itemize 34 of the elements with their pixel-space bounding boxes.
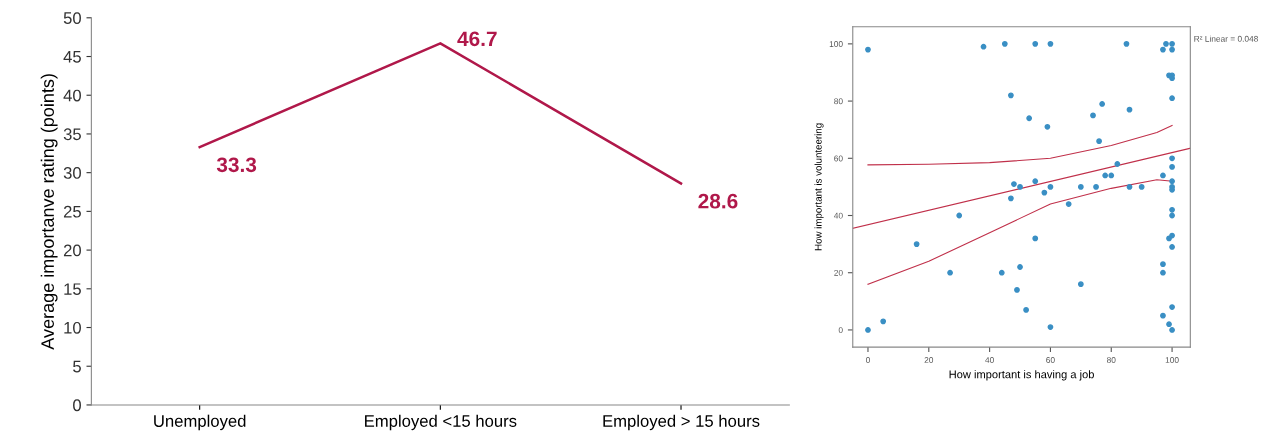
y-tick-label: 35 — [63, 128, 81, 141]
x-axis-title: How important is having a job — [949, 370, 1094, 381]
data-label: 46.7 — [457, 31, 497, 47]
text: R² Linear = 0.048 — [1194, 35, 1258, 42]
y-tick-label: 80 — [834, 98, 843, 105]
x-tick-label: Employed > 15 hours — [603, 414, 760, 431]
y-tick-label: 20 — [834, 269, 843, 276]
x-tick-label: 100 — [1165, 357, 1179, 363]
y-axis-title: Average importanve rating (points) — [40, 74, 58, 350]
y-tick-label: 50 — [63, 12, 81, 24]
x-tick-label: 40 — [985, 357, 994, 363]
y-tick-label: 0 — [73, 399, 81, 412]
data-label: 33.3 — [216, 157, 257, 173]
x-tick-label: 20 — [924, 357, 934, 363]
x-tick-label: 80 — [1106, 357, 1116, 363]
y-tick-label: 45 — [63, 51, 81, 63]
y-tick-label: 0 — [838, 327, 843, 334]
y-tick-label: 100 — [829, 41, 843, 47]
line-series — [867, 124, 1173, 166]
y-tick-label: 40 — [833, 212, 843, 219]
y-tick-label: 5 — [73, 360, 81, 373]
x-tick-label: Unemployed — [154, 414, 246, 431]
data-label: 28.6 — [698, 193, 738, 209]
y-tick-label: 20 — [63, 244, 81, 257]
x-tick-label: 60 — [1046, 357, 1055, 363]
y-tick-label: 30 — [63, 167, 81, 179]
y-axis-title: How important is volunteering — [814, 123, 824, 251]
x-tick-label: 0 — [865, 357, 870, 363]
y-tick-label: 60 — [834, 155, 843, 162]
y-tick-label: 25 — [63, 205, 81, 218]
y-tick-label: 15 — [64, 283, 81, 296]
x-tick-label: Employed <15 hours — [365, 414, 517, 431]
y-tick-label: 40 — [63, 89, 81, 102]
y-tick-label: 10 — [64, 321, 81, 334]
